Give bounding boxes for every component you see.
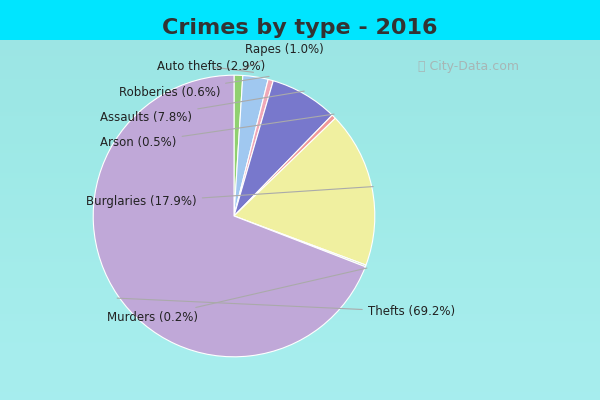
Text: Assaults (7.8%): Assaults (7.8%) [100, 91, 304, 124]
Text: ⓘ City-Data.com: ⓘ City-Data.com [418, 60, 518, 73]
Wedge shape [234, 79, 273, 216]
Wedge shape [234, 216, 366, 267]
Wedge shape [234, 76, 268, 216]
Text: Thefts (69.2%): Thefts (69.2%) [117, 298, 455, 318]
Wedge shape [234, 115, 335, 216]
Wedge shape [234, 81, 332, 216]
Text: Burglaries (17.9%): Burglaries (17.9%) [86, 186, 373, 208]
Text: Robberies (0.6%): Robberies (0.6%) [119, 76, 269, 98]
Wedge shape [93, 75, 365, 357]
Text: Murders (0.2%): Murders (0.2%) [107, 268, 367, 324]
Wedge shape [234, 75, 243, 216]
Text: Crimes by type - 2016: Crimes by type - 2016 [162, 18, 438, 38]
Wedge shape [234, 118, 375, 265]
Text: Rapes (1.0%): Rapes (1.0%) [241, 43, 324, 70]
Text: Auto thefts (2.9%): Auto thefts (2.9%) [157, 60, 265, 73]
Text: Arson (0.5%): Arson (0.5%) [100, 114, 334, 149]
